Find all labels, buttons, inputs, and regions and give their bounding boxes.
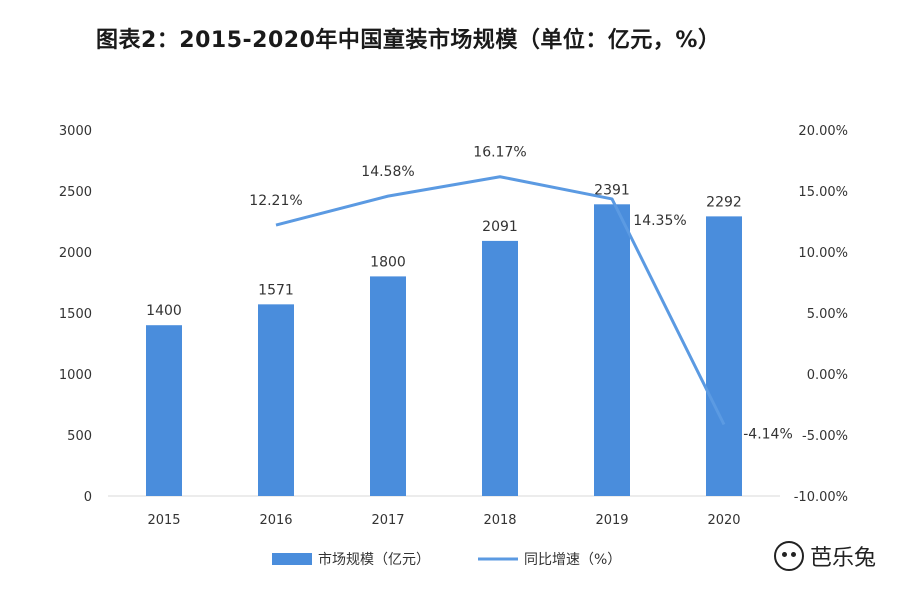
growth-line — [275, 175, 726, 426]
x-tick-label: 2019 — [595, 513, 628, 528]
line-data-label: 12.21% — [249, 193, 302, 209]
x-tick-label: 2016 — [259, 513, 292, 528]
line-data-label: -4.14% — [743, 427, 793, 443]
y-right-tick-label: -5.00% — [802, 429, 848, 444]
y-left-tick-label: 2000 — [59, 246, 92, 261]
y-right-tick-label: 10.00% — [798, 246, 848, 261]
bar-data-label: 1571 — [258, 282, 294, 298]
y-right-tick-label: 0.00% — [807, 368, 848, 383]
y-right-tick-label: 20.00% — [798, 124, 848, 139]
y-left-tick-label: 0 — [84, 490, 92, 505]
bar — [370, 276, 406, 496]
y-right-tick-label: 15.00% — [798, 185, 848, 200]
legend-line-label: 同比增速（%） — [524, 552, 621, 568]
y-right-tick-label: 5.00% — [807, 307, 848, 322]
x-tick-label: 2017 — [371, 513, 404, 528]
y-right-tick-label: -10.00% — [794, 490, 848, 505]
bar — [482, 240, 518, 496]
bar-data-label: 2391 — [594, 182, 630, 198]
line-data-label: 16.17% — [473, 145, 526, 161]
bar-data-label: 2292 — [706, 194, 742, 210]
wechat-icon — [773, 541, 804, 571]
line-data-label: 14.35% — [633, 213, 686, 229]
bar-data-label: 1400 — [146, 303, 182, 319]
watermark-text: 芭乐兔 — [809, 546, 876, 571]
y-left-tick-label: 500 — [67, 429, 92, 444]
legend-bar-label: 市场规模（亿元） — [318, 551, 430, 568]
x-tick-label: 2015 — [147, 513, 180, 528]
bar — [258, 304, 294, 496]
bar — [706, 216, 742, 496]
y-left-tick-label: 3000 — [59, 124, 92, 139]
x-tick-label: 2020 — [707, 513, 740, 528]
bar-data-label: 2091 — [482, 219, 518, 235]
bar — [594, 204, 630, 496]
chart-title: 图表2：2015-2020年中国童装市场规模（单位：亿元，%） — [96, 28, 721, 53]
x-tick-label: 2018 — [483, 513, 516, 528]
y-left-tick-label: 1000 — [59, 368, 92, 383]
y-left-tick-label: 2500 — [59, 185, 92, 200]
watermark-badge: 芭乐兔 — [773, 540, 876, 572]
legend-bar-swatch — [272, 553, 312, 565]
line-data-label: 14.58% — [361, 164, 414, 180]
bar-data-label: 1800 — [370, 254, 406, 270]
y-left-tick-label: 1500 — [59, 307, 92, 322]
bar — [146, 325, 182, 496]
